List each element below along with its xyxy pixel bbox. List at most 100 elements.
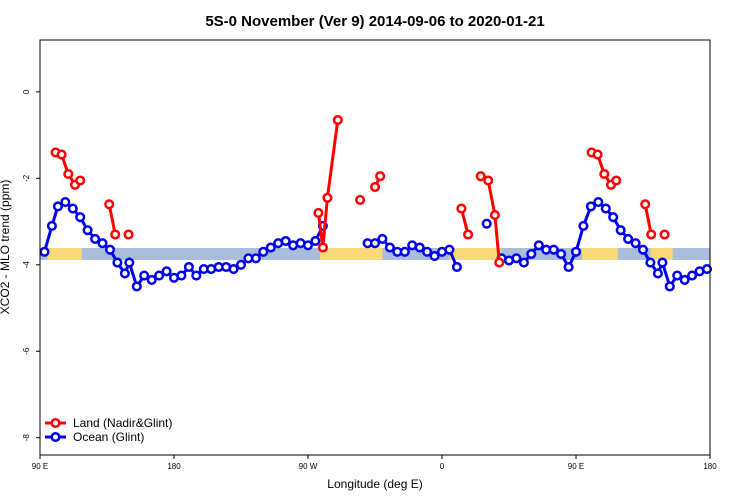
data-point: [489, 210, 500, 221]
x-tick-label: 90 W: [299, 462, 318, 471]
data-point: [414, 242, 425, 253]
data-point: [563, 261, 574, 273]
data-point: [313, 207, 324, 218]
data-point: [112, 257, 123, 268]
data-point: [679, 274, 690, 285]
data-point: [280, 235, 291, 247]
legend: Land (Nadir&Glint)Ocean (Glint): [45, 416, 172, 444]
series-ocean: [39, 197, 713, 292]
data-point: [60, 197, 71, 208]
x-tick-label: 90 E: [32, 462, 48, 471]
y-tick-label: -2: [22, 174, 31, 182]
data-point: [645, 257, 656, 268]
data-point: [592, 149, 603, 160]
data-point: [548, 244, 559, 255]
data-point: [526, 248, 537, 260]
data-point: [570, 246, 582, 257]
data-point: [659, 229, 670, 240]
data-point: [228, 264, 239, 275]
legend-item: Land (Nadir&Glint): [45, 416, 172, 430]
data-point: [183, 261, 194, 273]
x-tick-label: 180: [167, 462, 181, 471]
data-point: [623, 233, 634, 244]
data-point: [250, 253, 261, 264]
data-point: [258, 246, 269, 257]
data-point: [90, 233, 101, 244]
data-point: [687, 270, 698, 281]
data-point: [475, 171, 486, 182]
data-point: [615, 225, 626, 236]
data-point: [652, 268, 663, 279]
plot-frame: [39, 39, 711, 456]
data-point: [599, 168, 610, 180]
data-point: [481, 218, 492, 229]
data-point: [637, 244, 649, 255]
data-point: [82, 225, 93, 236]
data-point: [444, 244, 455, 255]
y-tick-label: -6: [22, 347, 31, 355]
data-point: [46, 220, 57, 231]
data-point: [154, 270, 165, 281]
data-point: [322, 192, 333, 203]
data-point: [701, 264, 713, 275]
data-point: [640, 199, 651, 210]
x-axis-label: Longitude (deg E): [327, 477, 422, 491]
data-point: [494, 257, 505, 268]
data-point: [451, 261, 462, 273]
data-point: [369, 238, 381, 249]
series-land: [50, 114, 670, 268]
data-point: [302, 240, 314, 251]
y-axis-label: XCO2 - MLO trend (ppm): [0, 180, 12, 315]
legend-swatch-marker: [50, 417, 61, 429]
land-strip-segment: [650, 247, 673, 260]
data-point: [67, 203, 78, 214]
data-point: [317, 242, 328, 253]
data-point: [600, 203, 611, 214]
data-point: [533, 240, 544, 251]
data-point: [235, 259, 247, 270]
legend-item: Ocean (Glint): [45, 430, 144, 444]
chart-title: 5S-0 November (Ver 9) 2014-09-06 to 2020…: [205, 13, 544, 30]
series-line: [643, 204, 653, 235]
data-point: [608, 212, 619, 223]
data-point: [75, 212, 86, 223]
data-point: [456, 203, 467, 214]
series-line: [107, 204, 117, 235]
data-point: [131, 281, 142, 292]
x-axis: 90 E 180 90 W 0 90 E 180: [32, 455, 717, 471]
y-tick-label: -8: [22, 434, 31, 442]
land-strip-segment: [449, 247, 502, 260]
x-tick-label: 0: [440, 462, 445, 471]
data-point: [332, 114, 343, 126]
x-tick-label: 180: [703, 462, 717, 471]
data-point: [375, 171, 386, 182]
data-point: [384, 242, 395, 253]
data-point: [355, 194, 366, 205]
data-point: [646, 229, 657, 240]
data-point: [63, 168, 74, 180]
data-point: [265, 242, 276, 253]
series-line: [316, 119, 340, 249]
data-point: [52, 201, 63, 212]
data-point: [672, 270, 683, 281]
data-point: [110, 229, 121, 240]
data-point: [191, 270, 202, 281]
data-point: [429, 251, 440, 262]
data-point: [104, 199, 115, 210]
data-point: [377, 233, 388, 244]
data-point: [518, 257, 529, 268]
data-point: [56, 149, 67, 160]
data-point: [611, 175, 622, 186]
data-point: [176, 270, 187, 281]
land-strip-segment: [319, 247, 383, 260]
data-point: [399, 246, 410, 257]
legend-label: Land (Nadir&Glint): [73, 416, 172, 430]
data-point: [578, 220, 589, 231]
x-tick-label: 90 E: [568, 462, 584, 471]
data-point: [585, 201, 596, 212]
data-point: [511, 253, 522, 264]
land-ocean-strip: [40, 247, 710, 260]
y-tick-label: 0: [22, 89, 31, 94]
data-point: [97, 238, 108, 249]
